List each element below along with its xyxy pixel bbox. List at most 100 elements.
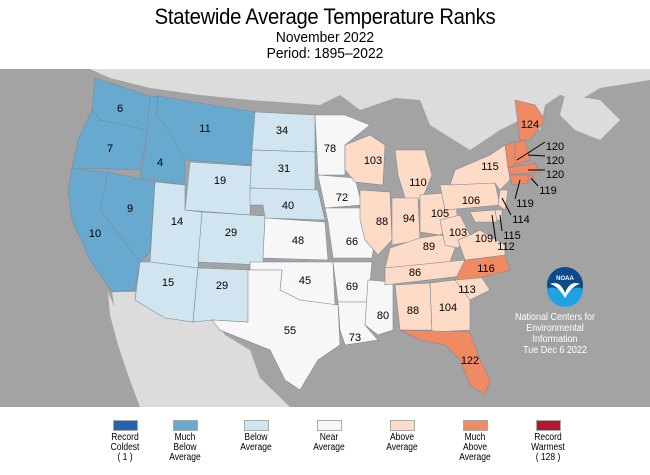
leader-line-nh xyxy=(527,154,546,157)
rank-label-vt: 120 xyxy=(546,141,564,153)
rank-label-co: 29 xyxy=(225,227,237,239)
state-or xyxy=(71,109,149,171)
legend-swatch xyxy=(389,420,415,431)
legend-swatch xyxy=(112,420,138,431)
rank-label-de: 115 xyxy=(503,230,521,242)
legend-label: Average xyxy=(459,452,491,463)
rank-label-nc: 116 xyxy=(477,263,495,275)
credit-date: Tue Dec 6 2022 xyxy=(523,345,587,356)
legend-label: Much xyxy=(174,432,196,443)
state-ks xyxy=(262,217,329,261)
legend: Record Coldest ( 1 ) Much Below Average … xyxy=(0,420,650,475)
leader-line-ct xyxy=(514,179,521,200)
rank-label-ks: 48 xyxy=(292,235,304,247)
rank-label-ia: 72 xyxy=(336,192,348,204)
state-me xyxy=(514,99,546,141)
legend-item-record-warmest: Record Warmest ( 128 ) xyxy=(513,420,583,463)
map-period: Period: 1895–2022 xyxy=(266,45,384,62)
rank-label-tx: 55 xyxy=(284,325,296,337)
state-nv xyxy=(99,171,156,263)
rank-label-nd: 34 xyxy=(276,125,288,137)
rank-label-ri: 119 xyxy=(539,185,557,197)
legend-label: ( 1 ) xyxy=(117,452,133,463)
rank-label-oh: 105 xyxy=(431,208,449,220)
legend-swatch xyxy=(172,420,198,431)
legend-label: Above xyxy=(389,432,415,443)
rank-label-va: 109 xyxy=(475,233,493,245)
rank-label-ny: 115 xyxy=(481,161,499,173)
leader-line-md xyxy=(491,214,497,243)
legend-label: Average xyxy=(169,452,201,463)
legend-item-much-below: Much Below Average xyxy=(150,420,220,463)
rank-label-nh: 120 xyxy=(546,155,564,167)
rank-label-or: 7 xyxy=(107,143,113,155)
state-ms xyxy=(364,279,394,336)
rank-label-ky: 89 xyxy=(423,241,435,253)
rank-label-sd: 31 xyxy=(278,163,290,175)
rank-label-wa: 6 xyxy=(117,103,123,115)
legend-label: Near xyxy=(319,432,339,443)
rank-label-wy: 19 xyxy=(214,175,226,187)
rank-label-nj: 114 xyxy=(512,214,530,226)
state-md xyxy=(469,209,498,223)
leader-line-ri xyxy=(530,177,539,187)
rank-label-tn: 86 xyxy=(409,267,421,279)
leader-lines xyxy=(491,141,546,243)
map-title: Statewide Average Temperature Ranks xyxy=(154,4,496,29)
state-wi xyxy=(344,134,386,186)
legend-label: Record xyxy=(534,432,562,443)
rank-label-mt: 11 xyxy=(199,123,210,135)
credit-line: Environmental xyxy=(526,323,584,334)
rank-label-ca: 10 xyxy=(89,228,101,240)
state-ny xyxy=(449,144,511,191)
rank-label-la: 73 xyxy=(349,332,361,344)
legend-item-much-above: Much Above Average xyxy=(440,420,510,463)
state-nm xyxy=(192,267,251,323)
state-tx xyxy=(211,269,341,391)
leader-line-vt xyxy=(516,141,546,161)
credit-line: National Centers for xyxy=(514,312,596,323)
rank-label-il: 88 xyxy=(376,216,388,228)
legend-item-near: Near Average xyxy=(294,420,364,453)
state-ga xyxy=(429,279,471,333)
legend-item-record-coldest: Record Coldest ( 1 ) xyxy=(90,420,160,463)
rank-label-ne: 40 xyxy=(282,200,294,212)
rank-label-al: 88 xyxy=(407,305,419,317)
legend-swatch xyxy=(462,420,488,431)
rank-label-mo: 66 xyxy=(346,236,358,248)
rank-label-ms: 80 xyxy=(377,310,389,322)
state-wy xyxy=(184,161,253,216)
rank-label-mn: 78 xyxy=(324,143,336,155)
rank-label-ar: 69 xyxy=(346,281,358,293)
state-fl xyxy=(399,329,491,396)
legend-item-below: Below Average xyxy=(221,420,291,453)
rank-label-in: 94 xyxy=(403,213,415,225)
canada-land xyxy=(90,69,650,150)
legend-label: Record xyxy=(111,432,139,443)
state-va xyxy=(457,229,506,261)
rank-label-sc: 113 xyxy=(458,284,476,296)
rank-label-pa: 106 xyxy=(462,195,480,207)
states-layer xyxy=(67,77,546,396)
rank-label-az: 15 xyxy=(162,277,174,289)
credit-line: Information xyxy=(532,334,578,345)
legend-label: Coldest xyxy=(110,442,140,453)
rank-label-id: 4 xyxy=(157,157,163,169)
ncei-credit: National Centers for Environmental Infor… xyxy=(505,312,605,356)
rank-label-me: 124 xyxy=(521,119,539,131)
leader-line-nj xyxy=(501,197,512,216)
rank-label-wv: 103 xyxy=(449,227,467,239)
legend-label: Warmest xyxy=(531,442,565,453)
legend-label: Much xyxy=(464,432,486,443)
canada-maritimes xyxy=(560,95,620,140)
legend-label: Average xyxy=(313,442,345,453)
legend-swatch xyxy=(243,420,269,431)
rank-label-ok: 45 xyxy=(299,275,311,287)
legend-label: Average xyxy=(240,442,272,453)
rank-label-ut: 14 xyxy=(171,216,183,228)
legend-swatch xyxy=(316,420,342,431)
legend-label: Below xyxy=(244,432,268,443)
legend-label: ( 128 ) xyxy=(535,452,561,463)
state-il xyxy=(359,189,393,256)
